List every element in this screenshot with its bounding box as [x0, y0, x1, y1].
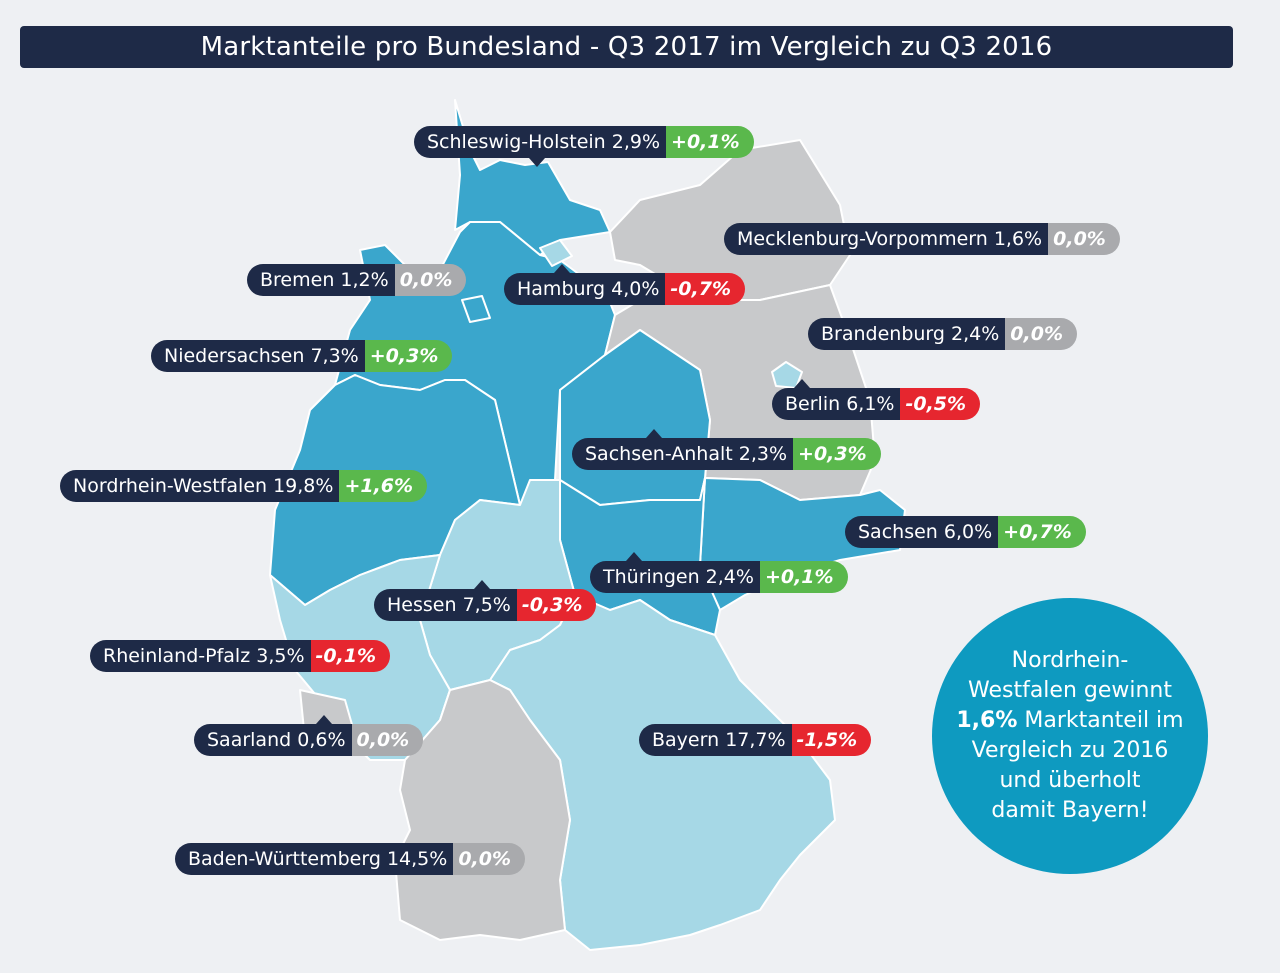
state-change: -0,3% — [516, 589, 597, 621]
callout-line: und überholt — [999, 768, 1141, 793]
map-title: Marktanteile pro Bundesland - Q3 2017 im… — [20, 26, 1233, 68]
state-change: 0,0% — [1005, 318, 1077, 350]
callout-line: damit Bayern! — [991, 798, 1149, 823]
callout-line: Marktanteil im — [1017, 708, 1184, 733]
label-nordrhein-westfalen: Nordrhein-Westfalen 19,8% +1,6% — [60, 470, 428, 502]
state-share: 14,5% — [386, 848, 448, 870]
label-thueringen: Thüringen 2,4% +0,1% — [590, 552, 848, 593]
state-change: +0,3% — [793, 438, 881, 470]
label-pointer — [529, 158, 545, 167]
state-change: +0,7% — [998, 516, 1086, 548]
state-change: -0,1% — [310, 640, 391, 672]
state-name: Saarland — [207, 729, 292, 751]
state-name: Hessen — [387, 594, 457, 616]
state-name: Sachsen — [858, 521, 938, 543]
state-change: 0,0% — [1048, 223, 1120, 255]
state-name: Hamburg — [517, 278, 606, 300]
state-share: 1,6% — [993, 228, 1043, 250]
label-pointer — [794, 379, 810, 388]
label-berlin: Berlin 6,1% -0,5% — [772, 379, 981, 420]
callout-line: Nordrhein- — [1011, 648, 1129, 673]
label-pointer — [554, 264, 570, 273]
label-brandenburg: Brandenburg 2,4% 0,0% — [808, 318, 1077, 350]
label-hessen: Hessen 7,5% -0,3% — [374, 580, 597, 621]
state-share: 6,1% — [846, 393, 895, 415]
label-niedersachsen: Niedersachsen 7,3% +0,3% — [151, 340, 453, 372]
state-name: Mecklenburg-Vorpommern — [737, 228, 988, 250]
state-share: 2,9% — [611, 131, 661, 153]
label-rheinland-pfalz: Rheinland-Pfalz 3,5% -0,1% — [90, 640, 391, 672]
state-change: -0,7% — [665, 273, 746, 305]
label-schleswig-holstein: Schleswig-Holstein 2,9% +0,1% — [414, 126, 754, 167]
state-share: 2,4% — [705, 566, 754, 588]
state-change: -0,5% — [900, 388, 981, 420]
state-name: Brandenburg — [821, 323, 945, 345]
label-bremen: Bremen 1,2% 0,0% — [247, 264, 467, 296]
state-share: 17,7% — [725, 729, 786, 751]
callout-highlight: 1,6% — [956, 708, 1018, 733]
state-name: Baden-Württemberg — [188, 848, 381, 870]
region-bremen — [461, 295, 491, 323]
state-change: 0,0% — [351, 724, 424, 756]
label-baden-wuerttemberg: Baden-Württemberg 14,5% 0,0% — [175, 843, 526, 875]
region-mecklenburg-vorpommern — [609, 139, 851, 301]
state-share: 1,2% — [340, 269, 389, 291]
label-pointer — [474, 580, 490, 589]
state-change: +0,1% — [666, 126, 754, 158]
state-share: 19,8% — [273, 475, 334, 497]
label-pointer — [646, 429, 662, 438]
state-name: Bayern — [652, 729, 720, 751]
state-name: Thüringen — [603, 566, 700, 588]
state-share: 7,5% — [462, 594, 511, 616]
label-mecklenburg-vorpommern: Mecklenburg-Vorpommern 1,6% 0,0% — [724, 223, 1120, 255]
state-share: 4,0% — [611, 278, 660, 300]
callout-line: Vergleich zu 2016 — [971, 738, 1169, 763]
state-change: +0,3% — [364, 340, 453, 372]
state-change: +0,1% — [759, 561, 848, 593]
state-name: Berlin — [785, 393, 841, 415]
state-name: Bremen — [260, 269, 335, 291]
state-share: 2,4% — [951, 323, 1000, 345]
region-schleswig-holstein — [454, 99, 611, 256]
label-hamburg: Hamburg 4,0% -0,7% — [504, 264, 746, 305]
label-saarland: Saarland 0,6% 0,0% — [194, 715, 424, 756]
state-share: 0,6% — [297, 729, 346, 751]
state-change: -1,5% — [791, 724, 872, 756]
nrw-callout: Nordrhein- Westfalen gewinnt 1,6% Markta… — [932, 598, 1208, 874]
label-sachsen-anhalt: Sachsen-Anhalt 2,3% +0,3% — [572, 429, 881, 470]
state-change: +1,6% — [339, 470, 428, 502]
state-name: Rheinland-Pfalz — [103, 645, 251, 667]
callout-line: Westfalen gewinnt — [967, 678, 1172, 703]
state-name: Schleswig-Holstein — [427, 131, 606, 153]
state-change: 0,0% — [394, 264, 467, 296]
label-sachsen: Sachsen 6,0% +0,7% — [845, 516, 1086, 548]
state-share: 6,0% — [943, 521, 993, 543]
state-share: 3,5% — [256, 645, 305, 667]
state-name: Niedersachsen — [164, 345, 305, 367]
label-pointer — [626, 552, 642, 561]
callout-text: Nordrhein- Westfalen gewinnt 1,6% Markta… — [955, 646, 1185, 826]
state-change: 0,0% — [453, 843, 526, 875]
region-hamburg — [539, 239, 573, 267]
state-name: Sachsen-Anhalt — [585, 443, 733, 465]
state-share: 7,3% — [310, 345, 359, 367]
label-pointer — [316, 715, 332, 724]
state-name: Nordrhein-Westfalen — [73, 475, 268, 497]
state-share: 2,3% — [738, 443, 788, 465]
label-bayern: Bayern 17,7% -1,5% — [639, 724, 872, 756]
